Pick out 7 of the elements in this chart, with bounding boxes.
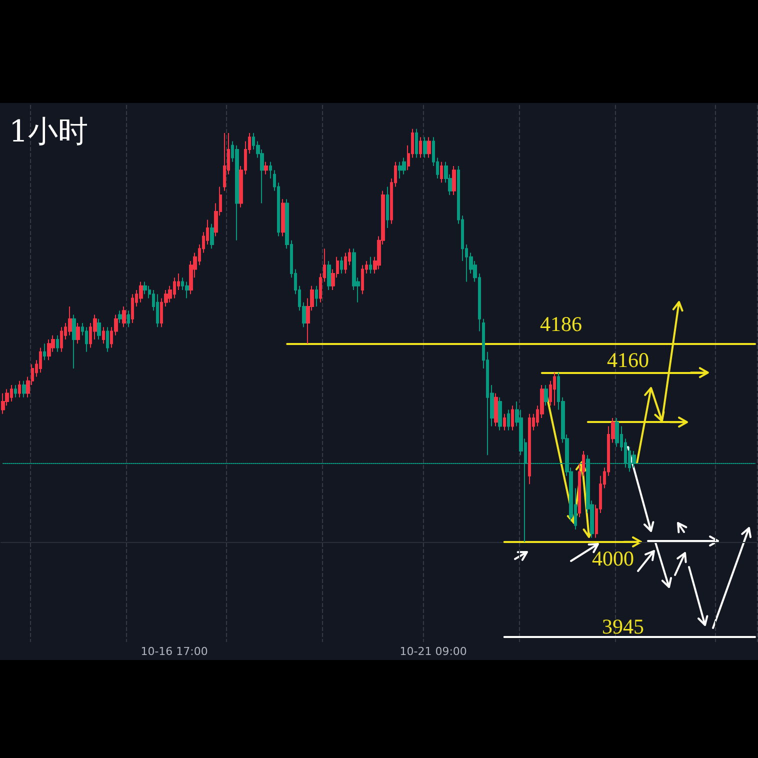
- annotation: 4186: [540, 312, 582, 336]
- x-tick-label: 10-16 17:00: [140, 645, 208, 658]
- x-tick-label: 10-21 09:00: [400, 645, 467, 658]
- annotation: 3945: [602, 614, 644, 638]
- annotation: 4160: [607, 348, 649, 372]
- chart-title: 1小时: [9, 114, 88, 150]
- annotation: 4000: [592, 546, 634, 570]
